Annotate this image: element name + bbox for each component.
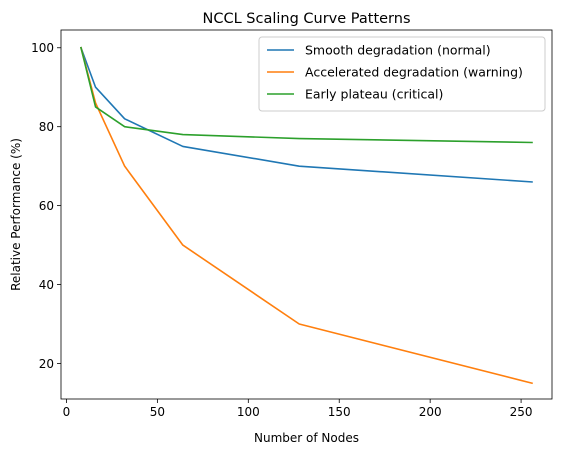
x-tick-label: 100 <box>237 405 260 419</box>
x-tick-label: 0 <box>63 405 71 419</box>
y-tick-label: 80 <box>39 120 54 134</box>
x-tick-label: 150 <box>328 405 351 419</box>
x-tick-label: 250 <box>510 405 533 419</box>
y-axis-ticks: 20 40 60 80 100 <box>31 41 61 371</box>
x-tick-label: 200 <box>419 405 442 419</box>
legend-label: Early plateau (critical) <box>305 87 443 102</box>
legend-label: Accelerated degradation (warning) <box>305 65 523 80</box>
y-tick-label: 40 <box>39 278 54 292</box>
series-lines <box>79 46 533 385</box>
plot-frame <box>60 29 553 400</box>
x-tick-label: 50 <box>150 405 165 419</box>
y-tick-label: 100 <box>31 41 54 55</box>
legend: Smooth degradation (normal) Accelerated d… <box>258 36 546 112</box>
x-axis-ticks: 0 50 100 150 200 250 <box>63 399 533 419</box>
legend-label: Smooth degradation (normal) <box>305 43 491 58</box>
series-line-3 <box>80 46 533 144</box>
y-tick-label: 20 <box>39 357 54 371</box>
x-axis-label: Number of Nodes <box>254 431 359 445</box>
legend-box <box>258 36 546 112</box>
series-line-1 <box>79 46 533 183</box>
y-axis-label: Relative Performance (%) <box>9 138 23 291</box>
chart-title: NCCL Scaling Curve Patterns <box>202 11 410 27</box>
y-tick-label: 60 <box>39 199 54 213</box>
